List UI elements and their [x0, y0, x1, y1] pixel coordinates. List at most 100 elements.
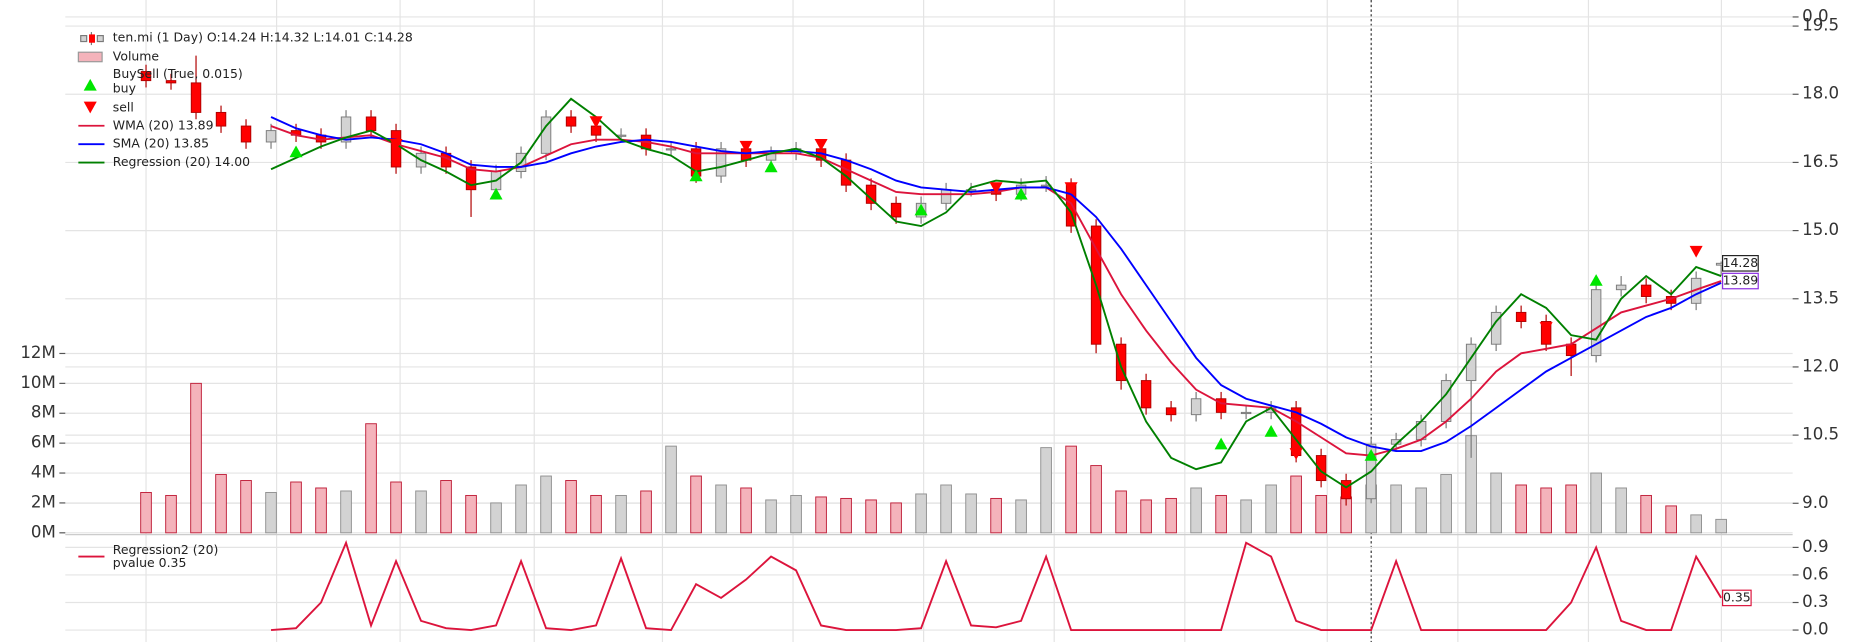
volume-bar: [1090, 465, 1102, 534]
y2-tick-label: 2M: [31, 492, 56, 511]
volume-bar: [1290, 475, 1302, 534]
sell-marker: [1289, 448, 1303, 460]
volume-bar: [1040, 447, 1052, 534]
volume-bar: [340, 490, 352, 534]
last-value-box: [1722, 589, 1752, 607]
volume-bar: [840, 497, 852, 534]
volume-bar: [215, 474, 227, 534]
last-value-box: [1722, 255, 1759, 272]
buy-marker: [764, 160, 778, 173]
volume-bar: [365, 423, 377, 534]
candle-body: [665, 148, 677, 151]
candle-body: [140, 71, 152, 82]
volume-bar: [1240, 499, 1252, 534]
y-tick-label: 10.5: [1802, 425, 1839, 444]
y-tick-label: 0.6: [1802, 564, 1828, 583]
volume-bar: [1490, 472, 1502, 534]
legend-candle-up: [80, 35, 88, 43]
last-value-label: 13.89: [1723, 273, 1759, 288]
volume-bar: [1065, 445, 1077, 534]
volume-bar: [165, 494, 177, 534]
volume-bar: [265, 491, 277, 534]
volume-bar: [1215, 494, 1227, 534]
y2-tick-label: 10M: [20, 373, 55, 392]
legend-label: sell: [113, 99, 134, 114]
volume-bar: [1690, 514, 1702, 534]
volume-bar: [1540, 487, 1552, 534]
volume-bar: [1140, 499, 1152, 534]
candle-body: [1615, 284, 1627, 291]
candle-body: [265, 130, 277, 143]
candle-body: [1590, 289, 1602, 357]
volume-bar: [240, 480, 252, 534]
volume-bar: [1440, 474, 1452, 534]
volume-bar: [1015, 499, 1027, 534]
volume-bar: [1315, 494, 1327, 534]
legend-label: WMA (20) 13.89: [113, 117, 214, 132]
candle-body: [465, 166, 477, 191]
candle-body: [1215, 398, 1227, 413]
volume-bar: [1590, 472, 1602, 534]
volume-bar: [1390, 484, 1402, 534]
legend-label: Regression2 (20): [113, 542, 219, 557]
y-tick-label: 9.0: [1802, 493, 1828, 512]
candle-body: [1465, 343, 1477, 382]
sell-marker: [589, 116, 603, 129]
y-tick-label: 13.5: [1802, 288, 1839, 307]
volume-bar: [565, 480, 577, 534]
volume-bar: [690, 475, 702, 534]
last-value-box: [1722, 272, 1759, 290]
legend-label: buy: [113, 81, 136, 96]
volume-bar: [940, 484, 952, 534]
candle-body: [1440, 380, 1452, 422]
candle-body: [165, 80, 177, 84]
volume-bar: [490, 502, 502, 534]
candle-body: [215, 111, 227, 127]
candle-body: [240, 125, 252, 143]
volume-bar: [815, 496, 827, 534]
volume-bar: [1515, 484, 1527, 534]
buy-marker: [1014, 187, 1028, 200]
sell-marker: [1689, 245, 1703, 258]
buy-marker: [689, 169, 703, 182]
volume-bar: [665, 445, 677, 534]
y-tick-label: 18.0: [1802, 84, 1839, 103]
y2-tick-label: 6M: [31, 433, 56, 452]
volume-bar: [740, 487, 752, 534]
volume-bar: [615, 494, 627, 534]
legend-label: Regression (20) 14.00: [113, 154, 250, 169]
volume-bar: [1165, 497, 1177, 534]
buy-marker: [1364, 449, 1378, 461]
volume-bar: [465, 494, 477, 534]
volume-bar: [790, 494, 802, 534]
volume-bar: [390, 481, 402, 534]
candle-body: [565, 116, 577, 127]
candle-body: [1165, 407, 1177, 416]
volume-bar: [1415, 487, 1427, 534]
sell-marker: [1539, 322, 1553, 334]
volume-bar: [1640, 494, 1652, 534]
y-tick-label: 0.9: [1802, 537, 1828, 556]
legend-candle-up: [96, 35, 104, 43]
volume-bar: [290, 481, 302, 534]
candle-body: [1140, 380, 1152, 409]
y-tick-label: 15.0: [1802, 220, 1839, 239]
buy-marker: [289, 145, 303, 158]
legend-label: ten.mi (1 Day) O:14.24 H:14.32 L:14.01 C…: [113, 29, 413, 44]
candle-body: [1190, 398, 1202, 416]
candle-body: [1515, 311, 1527, 322]
buy-marker: [1214, 437, 1228, 450]
legend-candle-down: [89, 34, 95, 43]
indicator-line: [270, 540, 1722, 632]
volume-bar: [440, 480, 452, 534]
sell-marker: [739, 140, 753, 153]
candle-body: [540, 116, 552, 154]
volume-bar: [515, 484, 527, 534]
y2-tick-label: 8M: [31, 403, 56, 422]
volume-bar: [965, 493, 977, 534]
y-tick-label: 12.0: [1802, 356, 1839, 375]
candle-body: [940, 189, 952, 204]
volume-bar: [1665, 505, 1677, 534]
legend-buy-marker: [83, 78, 97, 91]
